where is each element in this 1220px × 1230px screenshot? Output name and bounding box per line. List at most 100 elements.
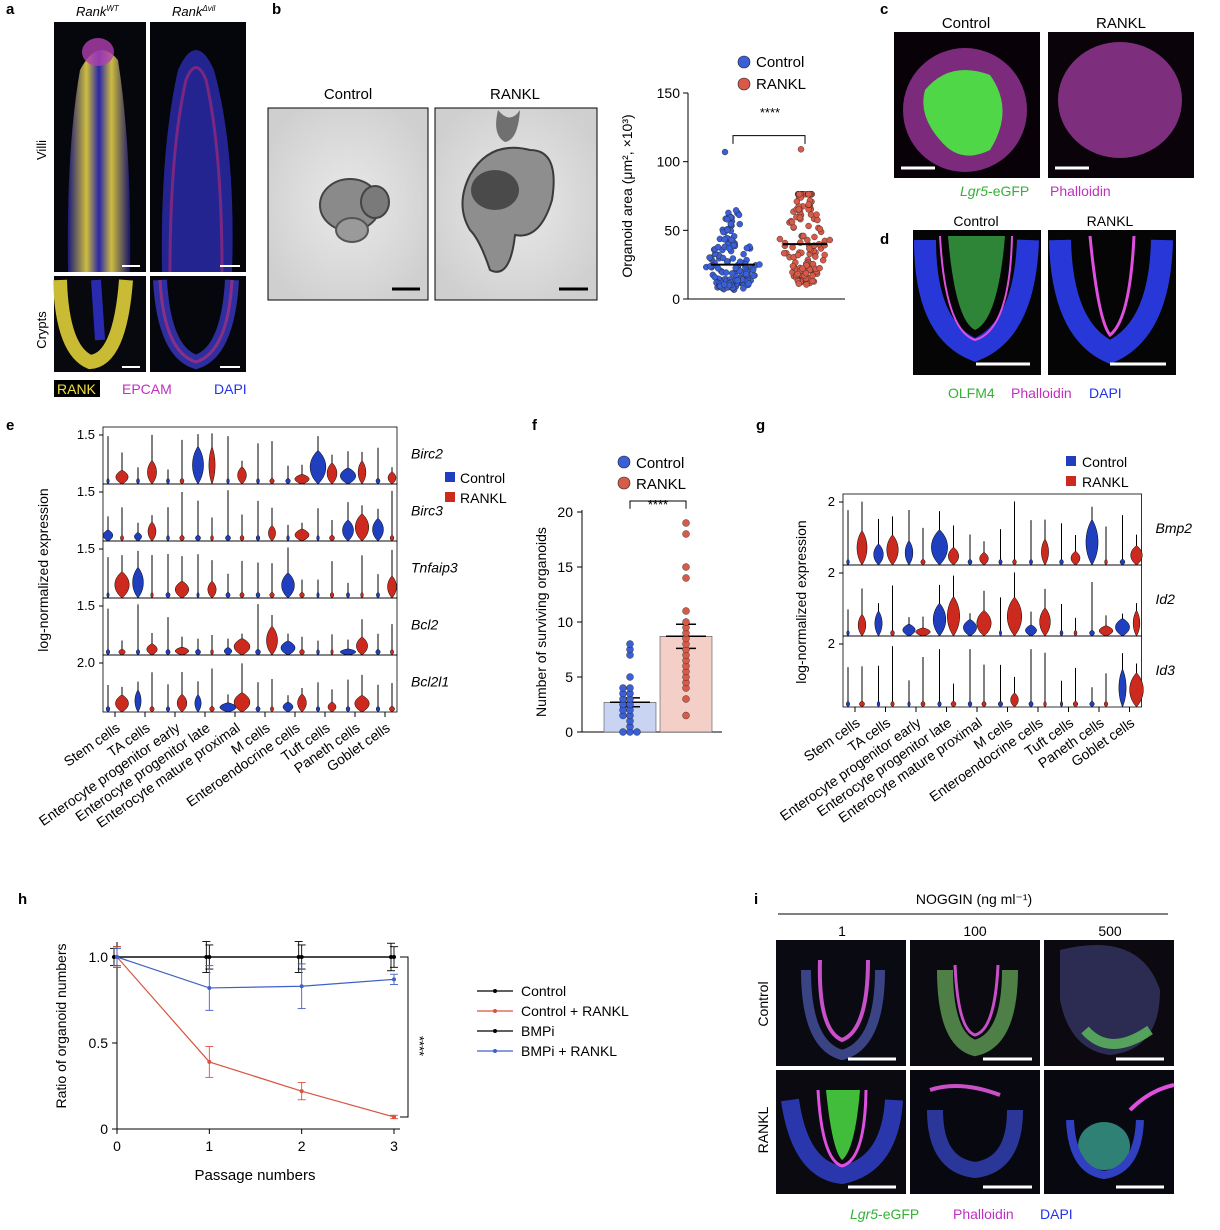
chart-b: 0 50 100 150 [657, 85, 845, 307]
data-point [794, 251, 802, 259]
legend-phalloidin: Phalloidin [1011, 385, 1072, 401]
violin [874, 610, 883, 637]
row-label-villi: Villi [34, 140, 49, 160]
y-tick-label: 20 [557, 504, 573, 520]
violin [1073, 629, 1078, 637]
violin [1028, 700, 1034, 708]
image-label-control: Control [324, 86, 372, 103]
violin [255, 648, 261, 656]
violin [179, 477, 185, 485]
violin [375, 477, 381, 485]
violin [114, 571, 130, 599]
violin [329, 591, 335, 599]
violin [1039, 607, 1051, 637]
data-point [796, 191, 803, 198]
violin [342, 519, 354, 542]
panel-g-letter: g [756, 417, 765, 434]
violin [134, 689, 142, 713]
data-point [392, 977, 396, 982]
panel-i-letter: i [754, 891, 758, 908]
legend-marker-rankl [617, 476, 631, 490]
violin [136, 648, 140, 656]
violin [174, 646, 190, 656]
image-label-rankl: RANKL [490, 86, 540, 103]
legend-dapi: DAPI [1040, 1206, 1073, 1222]
violin [150, 591, 154, 599]
data-point [811, 233, 818, 241]
data-point [743, 244, 751, 252]
violin [948, 546, 959, 566]
gene-label: Bmp2 [1156, 520, 1193, 536]
data-point [619, 684, 627, 692]
violin [998, 700, 1003, 708]
gene-label: Birc2 [411, 445, 443, 461]
data-point [730, 241, 738, 249]
y-tick-label: 100 [657, 154, 681, 170]
violin [1130, 545, 1143, 566]
data-point [112, 955, 116, 959]
data-point [115, 955, 119, 959]
violin [1059, 558, 1064, 566]
violin [269, 477, 275, 485]
y-tick-label: 50 [664, 222, 680, 238]
legend-dapi: DAPI [1089, 385, 1122, 401]
violin [226, 477, 230, 485]
violin [285, 477, 291, 485]
data-point [682, 618, 690, 626]
data-point [682, 695, 690, 703]
data-point [800, 232, 807, 240]
violin [210, 534, 214, 542]
gene-label: Id3 [1156, 662, 1176, 678]
data-point [732, 207, 740, 214]
violin [195, 534, 201, 542]
data-point [682, 563, 690, 571]
gene-label: Bcl2l1 [411, 673, 449, 689]
violin [105, 705, 111, 713]
series-line [116, 956, 395, 1118]
legend-marker-control [737, 55, 751, 69]
legend-label: BMPi [521, 1023, 554, 1039]
legend-phalloidin: Phalloidin [1050, 183, 1111, 199]
panel-b-letter: b [272, 1, 281, 18]
data-point [806, 245, 813, 252]
violin [196, 591, 200, 599]
data-point [626, 684, 634, 692]
violin [223, 647, 233, 656]
violin [979, 551, 989, 566]
violin [146, 643, 158, 656]
data-point [729, 270, 736, 277]
violin [857, 613, 867, 637]
legend-label: Control + RANKL [521, 1003, 629, 1019]
violin [209, 705, 215, 713]
violin-row-frame [102, 654, 398, 713]
data-point [756, 261, 763, 268]
data-point [296, 955, 301, 959]
violin [1104, 700, 1108, 708]
panel-d: d Control RANKL OLFM4 Phalloidin DAPI [880, 213, 1176, 401]
violin [255, 705, 261, 713]
data-point [706, 254, 713, 261]
panel-h: h Ratio of organoid numbers Passage numb… [18, 891, 629, 1184]
violin [136, 477, 140, 485]
data-point [789, 244, 796, 251]
data-point [805, 222, 812, 230]
violin [387, 575, 397, 599]
data-point [619, 728, 627, 736]
violin [294, 528, 310, 542]
legend-lgr5: Lgr5-eGFP [960, 183, 1029, 199]
y-tick-label: 2 [828, 565, 835, 580]
data-point [728, 236, 735, 244]
y-tick-label: 1.0 [89, 949, 109, 965]
data-point [207, 985, 212, 990]
data-point [803, 281, 810, 288]
gene-label: Bcl2 [411, 616, 438, 632]
violin [233, 638, 251, 656]
legend-control: Control [1082, 454, 1127, 470]
legend-marker-rankl [1066, 476, 1076, 486]
data-point [816, 264, 823, 272]
data-point [809, 277, 816, 285]
panel-c: c Control RANKL Lgr5-eGFP Phalloidin [880, 1, 1194, 199]
violin [355, 513, 369, 542]
violin [165, 591, 171, 599]
